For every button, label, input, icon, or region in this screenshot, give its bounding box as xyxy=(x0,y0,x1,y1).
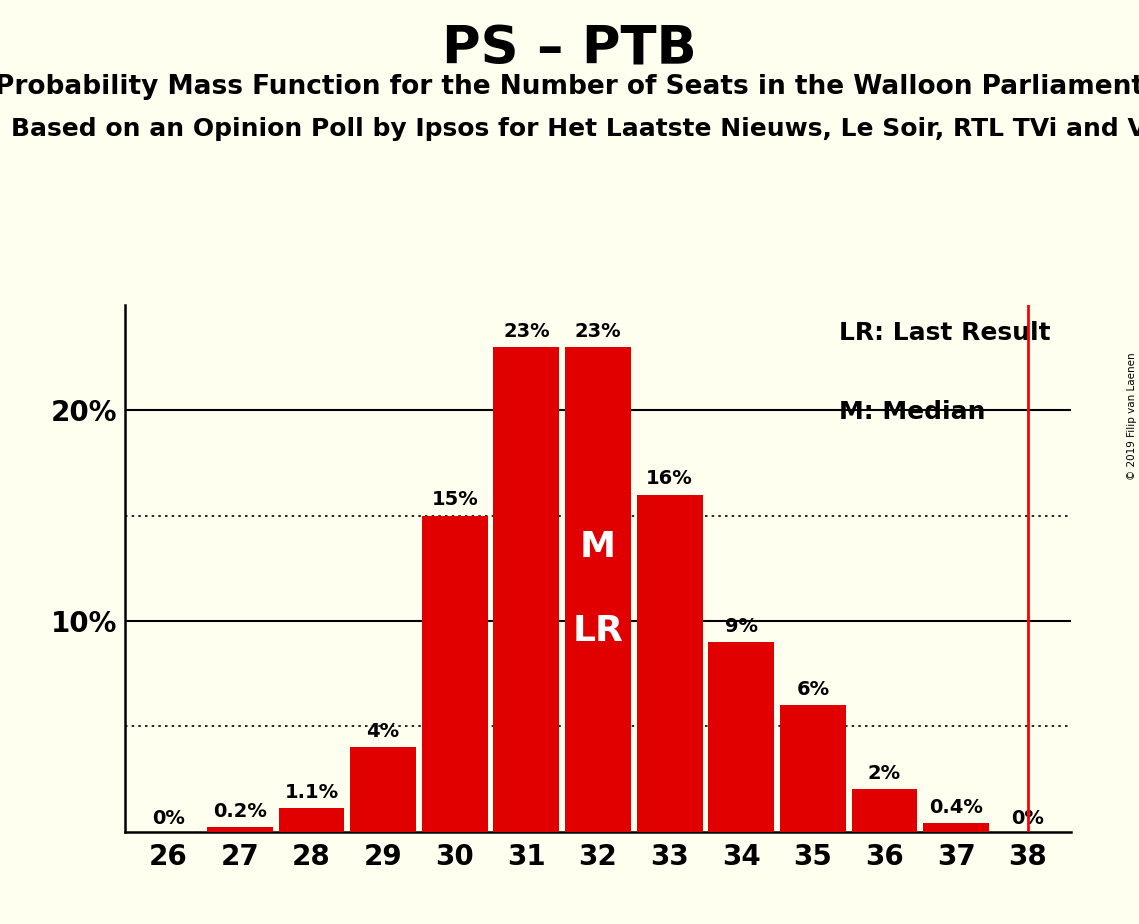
Bar xyxy=(421,516,487,832)
Bar xyxy=(350,748,416,832)
Text: Based on an Opinion Poll by Ipsos for Het Laatste Nieuws, Le Soir, RTL TVi and V: Based on an Opinion Poll by Ipsos for He… xyxy=(11,117,1139,141)
Text: M: Median: M: Median xyxy=(839,400,985,424)
Bar xyxy=(207,827,273,832)
Text: © 2019 Filip van Laenen: © 2019 Filip van Laenen xyxy=(1126,352,1137,480)
Bar xyxy=(923,823,989,832)
Bar xyxy=(279,808,344,832)
Text: 0.2%: 0.2% xyxy=(213,802,267,821)
Text: 23%: 23% xyxy=(503,322,550,341)
Text: LR: LR xyxy=(573,614,623,649)
Bar xyxy=(637,494,703,832)
Text: 6%: 6% xyxy=(796,680,829,699)
Text: 15%: 15% xyxy=(432,491,478,509)
Text: Probability Mass Function for the Number of Seats in the Walloon Parliament: Probability Mass Function for the Number… xyxy=(0,74,1139,100)
Text: LR: Last Result: LR: Last Result xyxy=(839,321,1050,345)
Bar xyxy=(493,347,559,832)
Text: 9%: 9% xyxy=(724,616,757,636)
Text: 0%: 0% xyxy=(151,809,185,829)
Bar xyxy=(565,347,631,832)
Text: 0%: 0% xyxy=(1011,809,1044,829)
Text: 1.1%: 1.1% xyxy=(285,784,338,802)
Text: 16%: 16% xyxy=(646,469,693,488)
Text: 23%: 23% xyxy=(575,322,621,341)
Text: PS – PTB: PS – PTB xyxy=(442,23,697,75)
Text: 4%: 4% xyxy=(367,722,400,741)
Text: 2%: 2% xyxy=(868,764,901,784)
Text: 0.4%: 0.4% xyxy=(929,797,983,817)
Text: M: M xyxy=(580,530,616,565)
Bar xyxy=(708,642,775,832)
Bar xyxy=(780,705,846,832)
Bar xyxy=(852,789,917,832)
